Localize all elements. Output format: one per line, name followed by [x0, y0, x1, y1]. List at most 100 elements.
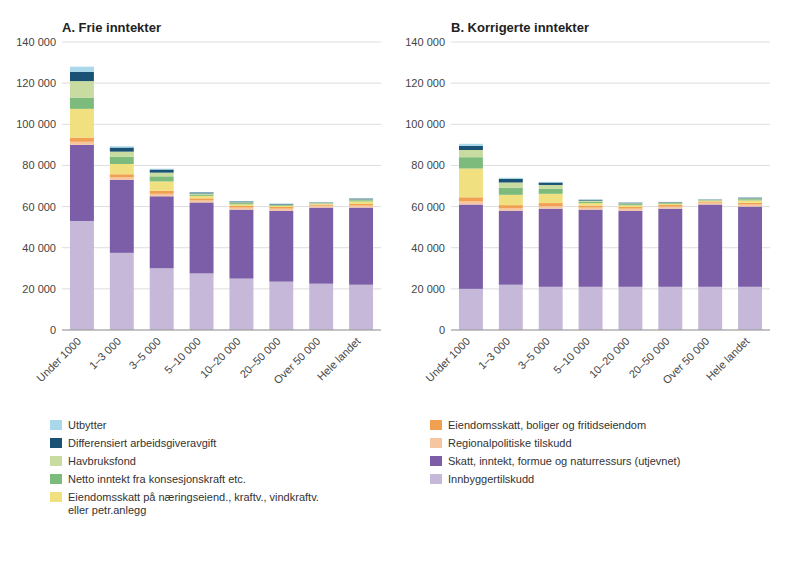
bar-segment: [190, 198, 214, 200]
bar-segment: [110, 157, 134, 164]
bar-segment: [70, 142, 94, 145]
y-tick-label: 60 000: [411, 201, 445, 213]
bar-segment: [110, 174, 134, 177]
grid-line: [451, 124, 770, 125]
y-tick-label: 40 000: [411, 242, 445, 254]
bar-segment: [698, 200, 722, 202]
bar-segment: [738, 198, 762, 200]
legend-label: Eiendomsskatt på næringseiend., kraftv.,…: [68, 491, 319, 516]
bar-segment: [539, 203, 563, 206]
y-tick-label: 20 000: [411, 283, 445, 295]
bar-segment: [738, 199, 762, 200]
y-tick-label: 100 000: [16, 118, 56, 130]
bar-segment: [579, 208, 603, 210]
x-tick-label: Over 50 000: [271, 335, 322, 386]
bar-segment: [110, 164, 134, 174]
bar-segment: [658, 202, 682, 203]
legend-swatch: [430, 438, 442, 448]
legend-label: Eiendomsskatt, boliger og fritidseiendom: [448, 419, 646, 431]
bars: [70, 67, 373, 330]
bar-segment: [499, 205, 523, 208]
bar-segment: [738, 203, 762, 205]
bar-segment: [658, 205, 682, 207]
bar-segment: [658, 204, 682, 205]
bar-segment: [618, 203, 642, 205]
legend-label: Regionalpolitiske tilskudd: [448, 437, 572, 449]
bar-segment: [579, 203, 603, 205]
legend: UtbytterDifferensiert arbeidsgiveravgift…: [50, 419, 680, 516]
x-tick-label: 3–5 000: [126, 335, 163, 372]
legend-swatch: [430, 456, 442, 466]
y-tick-label: 0: [50, 324, 56, 336]
x-tick-label: 10–20 000: [587, 335, 632, 380]
bar-segment: [618, 287, 642, 330]
bar-segment: [499, 208, 523, 210]
bar-segment: [150, 181, 174, 190]
grid-line: [451, 330, 770, 331]
bar-segment: [229, 201, 253, 203]
bar-segment: [70, 72, 94, 81]
bar-segment: [459, 157, 483, 168]
y-tick-label: 140 000: [16, 36, 56, 48]
legend-label: Netto inntekt fra konsesjonskraft etc.: [68, 473, 246, 485]
bar-segment: [70, 81, 94, 97]
bar-segment: [269, 203, 293, 204]
bar-segment: [150, 194, 174, 196]
bar-segment: [309, 202, 333, 203]
bar-segment: [349, 285, 373, 330]
bar-segment: [70, 221, 94, 330]
page: {"chart_data": [ {"type": "bar", "stacke…: [0, 0, 800, 566]
bar-segment: [190, 191, 214, 192]
x-axis: Under 10001–3 0003–5 0005–10 00010–20 00…: [423, 335, 751, 386]
bar-segment: [349, 208, 373, 285]
bar-segment: [579, 202, 603, 203]
bar-segment: [539, 287, 563, 330]
bar-segment: [459, 169, 483, 198]
grid-line: [451, 165, 770, 166]
bar-segment: [70, 67, 94, 72]
bar-segment: [110, 253, 134, 330]
bar-segment: [499, 188, 523, 195]
bar-segment: [539, 206, 563, 208]
bar-segment: [618, 209, 642, 211]
x-tick-label: Hele landet: [704, 335, 752, 383]
bar-segment: [499, 285, 523, 330]
bar-segment: [110, 177, 134, 179]
bar-segment: [579, 206, 603, 208]
bar-segment: [229, 202, 253, 204]
legend-label: Havbruksfond: [68, 455, 136, 467]
bar-segment: [698, 199, 722, 200]
bar-segment: [579, 287, 603, 330]
bar-segment: [229, 206, 253, 208]
x-tick-label: Under 1000: [34, 335, 83, 384]
bar-segment: [618, 204, 642, 205]
bar-segment: [499, 179, 523, 183]
bar-segment: [150, 176, 174, 181]
panel: B. Korrigerte inntekter020 00040 00060 0…: [405, 20, 770, 386]
legend-label-line: Eiendomsskatt, boliger og fritidseiendom: [448, 419, 646, 431]
bar-segment: [738, 207, 762, 287]
x-axis-line: [62, 330, 381, 331]
legend-label-line: eller petr.anlegg: [68, 504, 146, 516]
x-tick-label: 3–5 000: [515, 335, 552, 372]
y-axis: 020 00040 00060 00080 000100 000120 0001…: [405, 36, 770, 336]
bar-segment: [269, 207, 293, 209]
bar-segment: [349, 198, 373, 200]
bar-segment: [150, 173, 174, 177]
bar-segment: [658, 287, 682, 330]
y-tick-label: 0: [439, 324, 445, 336]
legend-swatch: [430, 420, 442, 430]
y-axis: 020 00040 00060 00080 000100 000120 0001…: [16, 36, 381, 336]
bar-segment: [309, 202, 333, 203]
bar-segment: [190, 194, 214, 195]
x-tick-label: 1–3 000: [87, 335, 124, 372]
bar-segment: [70, 145, 94, 221]
bar-segment: [738, 200, 762, 202]
bar-segment: [738, 287, 762, 330]
bar-segment: [110, 180, 134, 253]
bar-segment: [190, 202, 214, 273]
bar-segment: [579, 201, 603, 202]
bar-segment: [618, 205, 642, 207]
bars: [459, 144, 762, 330]
bar-segment: [349, 204, 373, 206]
